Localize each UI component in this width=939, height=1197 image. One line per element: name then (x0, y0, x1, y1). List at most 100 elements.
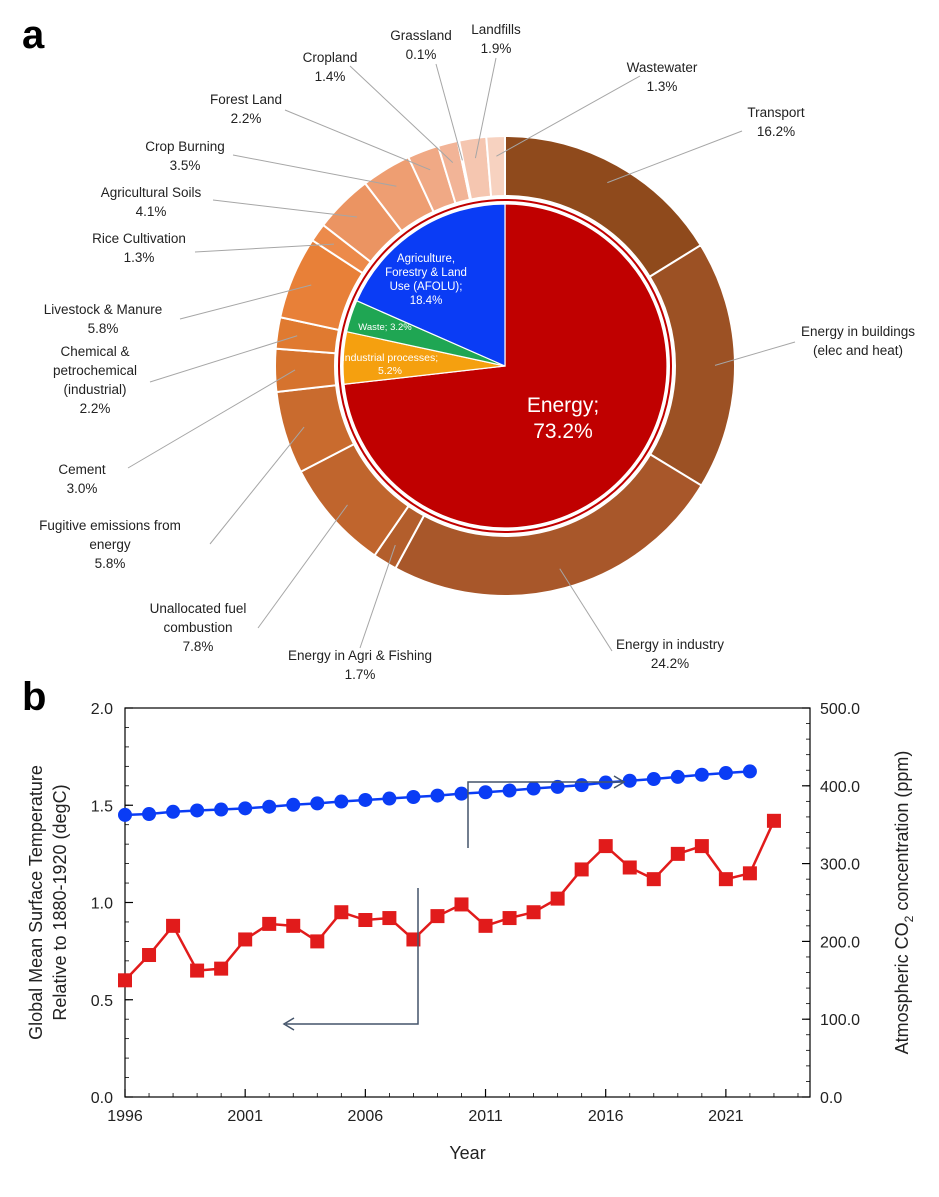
co2-point (214, 802, 229, 817)
co2-point (718, 766, 733, 781)
right-tick-label: 500.0 (820, 701, 860, 718)
x-tick-label: 2021 (708, 1108, 744, 1125)
temperature-point (502, 911, 517, 926)
x-tick-label: 2006 (348, 1108, 384, 1125)
panel-b-letter: b (22, 675, 46, 719)
co2-point (694, 767, 709, 782)
co2-point (622, 773, 637, 788)
co2-point (550, 779, 565, 794)
outer-slice-label: Crop Burning 3.5% (145, 139, 225, 173)
outer-slice-label: Energy in Agri & Fishing 1.7% (288, 648, 432, 682)
leader-line (359, 544, 396, 649)
leader-line (714, 341, 796, 366)
temperature-point (574, 862, 589, 877)
right-tick-label: 400.0 (820, 779, 860, 796)
co2-point (574, 778, 589, 793)
leader-line (194, 243, 334, 253)
co2-point (166, 804, 181, 819)
co2-point (310, 796, 325, 811)
co2-point (742, 764, 757, 779)
line-chart: 0.0 0.5 1.0 1.5 2.0 0.0 100.0 200.0 300.0 400.0 50… (26, 701, 916, 1163)
right-axis-arrow-head (613, 775, 626, 789)
temperature-point (718, 872, 733, 887)
outer-slice-label: Energy in buildings (elec and heat) (801, 324, 915, 358)
co2-point (526, 781, 541, 796)
temperature-point (310, 934, 325, 949)
co2-point (430, 788, 445, 803)
left-tick-label: 1.5 (91, 798, 113, 815)
leader-line (559, 568, 613, 652)
outer-slice-label: Rice Cultivation 1.3% (92, 231, 186, 265)
inner-slice-label: Waste; 3.2% (358, 322, 412, 333)
temperature-line (124, 820, 776, 982)
outer-slice-label: Agricultural Soils 4.1% (101, 185, 202, 219)
ring-outline (338, 199, 672, 533)
co2-point (382, 791, 397, 806)
outer-slice-label: Cropland 1.4% (303, 50, 358, 84)
temperature-point (214, 961, 229, 976)
co2-point (334, 794, 349, 809)
co2-point (406, 790, 421, 805)
left-axis-title: Global Mean Surface Temperature Relative … (26, 765, 70, 1040)
right-tick-label: 200.0 (820, 934, 860, 951)
left-tick-label: 2.0 (91, 701, 113, 718)
outer-slice-label: Chemical & petrochemical (industrial) 2.2% (53, 344, 137, 416)
leader-line (496, 75, 641, 157)
temperature-point (454, 897, 469, 912)
leader-line (149, 335, 298, 383)
left-axis-arrow (286, 888, 419, 1025)
leader-line (212, 199, 358, 218)
outer-slice-label: Grassland 0.1% (390, 28, 452, 62)
co2-point (190, 803, 205, 818)
temperature-point (670, 846, 685, 861)
temperature-point (190, 963, 205, 978)
right-tick-label: 300.0 (820, 857, 860, 874)
outer-slice-label: Livestock & Manure 5.8% (44, 302, 163, 336)
temperature-point (166, 918, 181, 933)
left-axis-arrow-head (282, 1017, 295, 1031)
leader-line (127, 369, 296, 469)
inner-slice-label: Energy; 73.2% (527, 394, 599, 443)
outer-slice-label: Unallocated fuel combustion 7.8% (150, 601, 247, 654)
outer-slice-label: Forest Land 2.2% (210, 92, 282, 126)
co2-point (262, 799, 277, 814)
panel-a-letter: a (22, 13, 45, 57)
x-tick-label: 2011 (468, 1108, 503, 1125)
inner-slice (355, 203, 506, 367)
left-tick-label: 1.0 (91, 896, 113, 913)
outer-slice-label: Fugitive emissions from energy 5.8% (39, 518, 181, 571)
co2-point (118, 807, 132, 822)
temperature-point (406, 932, 421, 947)
leader-line (349, 65, 454, 163)
temperature-point (430, 909, 445, 924)
co2-point (478, 785, 493, 800)
inner-slice-label: Industrial processes; 5.2% (342, 352, 438, 377)
temperature-point (334, 905, 349, 920)
temperature-point (118, 973, 132, 988)
left-tick-label: 0.5 (91, 993, 113, 1010)
temperature-point (694, 839, 709, 854)
temperature-point (766, 813, 781, 828)
x-axis-title: Year (449, 1143, 485, 1163)
right-tick-label: 0.0 (820, 1090, 842, 1107)
x-tick-label: 1996 (107, 1108, 143, 1125)
temperature-point (262, 916, 277, 931)
right-tick-label: 100.0 (820, 1012, 860, 1029)
leader-line (435, 63, 463, 161)
outer-slice-label: Cement 3.0% (58, 462, 106, 496)
temperature-point (286, 918, 301, 933)
co2-point (286, 797, 301, 812)
temperature-point (646, 872, 661, 887)
donut-chart: Energy; 73.2% Industrial processes; 5.2% Was… (39, 22, 915, 682)
leader-line (257, 504, 348, 629)
temperature-point (598, 839, 613, 854)
leader-line (209, 426, 305, 545)
co2-point (238, 801, 253, 816)
leader-line (607, 130, 743, 184)
right-axis-title: Atmospheric CO2 concentration (ppm) (892, 751, 916, 1055)
right-axis-arrow (467, 781, 622, 848)
outer-slice (274, 347, 338, 394)
leader-line (474, 57, 497, 159)
temperature-point (142, 948, 157, 963)
